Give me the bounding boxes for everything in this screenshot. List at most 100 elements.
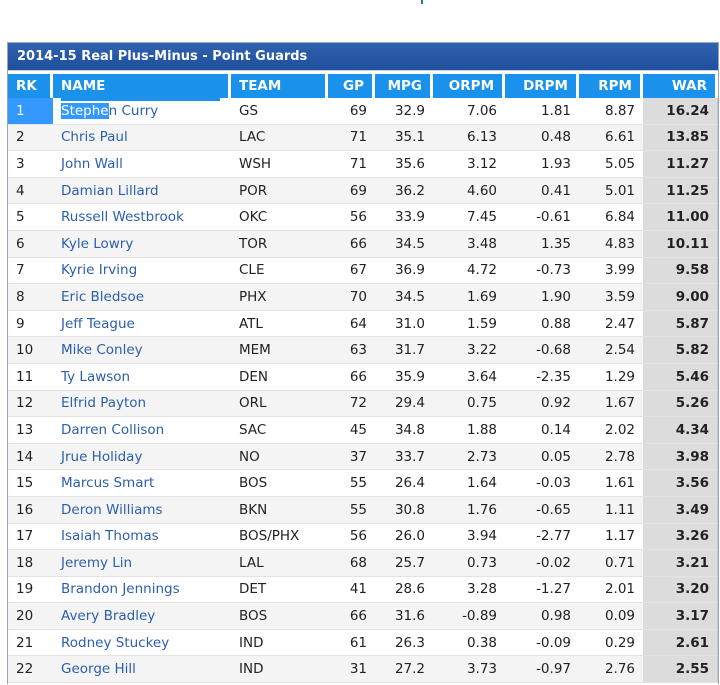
mpg-cell: 35.6 [375,151,433,178]
gp-cell: 64 [328,311,375,338]
player-name-link[interactable]: Rodney Stuckey [53,630,231,657]
table-row: 15 Marcus Smart BOS 55 26.4 1.64 -0.03 1.61 3.56 [8,470,718,497]
gp-cell: 56 [328,204,375,231]
player-name-link[interactable]: Chris Paul [53,124,231,152]
team-cell: POR [231,177,328,205]
gp-cell: 41 [328,577,375,604]
player-name-link[interactable]: Kyle Lowry [53,230,231,258]
orpm-cell: 2.73 [433,443,505,471]
column-header-rpm[interactable]: RPM [579,71,643,98]
war-cell: 5.46 [643,363,718,391]
player-name-link[interactable]: Jrue Holiday [53,443,231,471]
column-header-name[interactable]: NAME [53,71,231,101]
team-cell: DEN [231,364,328,391]
orpm-cell: 3.73 [433,656,505,684]
table-row: 22 George Hill IND 31 27.2 3.73 -0.97 2.76 2.55 [8,656,718,684]
table-row: 6 Kyle Lowry TOR 66 34.5 3.48 1.35 4.83 10.11 [8,230,718,258]
orpm-cell: 3.28 [433,577,505,604]
player-name-link[interactable]: Jeff Teague [53,311,231,338]
table-row: 18 Jeremy Lin LAL 68 25.7 0.73 -0.02 0.71 3.21 [8,550,718,577]
table-row: 21 Rodney Stuckey IND 61 26.3 0.38 -0.09 0.29 2.… [8,629,718,657]
orpm-cell: 1.69 [433,284,505,311]
player-name-link[interactable]: Mike Conley [53,337,231,364]
gp-cell: 66 [328,603,375,630]
player-name-link[interactable]: George Hill [53,656,231,684]
team-cell: NO [231,443,328,471]
player-name-link[interactable]: Avery Bradley [53,603,231,630]
player-name-link[interactable]: Isaiah Thomas [53,524,231,551]
rpm-cell: 5.05 [579,151,643,178]
orpm-cell: 3.22 [433,337,505,364]
mpg-cell: 28.6 [375,577,433,604]
mpg-cell: 31.7 [375,337,433,364]
player-name-link[interactable]: Marcus Smart [53,470,231,497]
column-header-rk[interactable]: RK [8,71,53,98]
player-name-link[interactable]: Jeremy Lin [53,550,231,577]
rpm-cell: 6.84 [579,204,643,231]
team-cell: MEM [231,337,328,364]
drpm-cell: 1.35 [505,230,579,258]
mpg-cell: 32.9 [375,98,433,125]
rank-cell: 4 [8,177,53,205]
orpm-cell: 4.72 [433,258,505,285]
drpm-cell: -0.68 [505,337,579,364]
orpm-cell: -0.89 [433,603,505,630]
war-cell: 3.98 [643,443,718,471]
rpm-cell: 1.61 [579,470,643,497]
war-cell: 3.21 [643,550,718,577]
rank-cell: 13 [8,417,53,444]
drpm-cell: 1.90 [505,284,579,311]
player-name-link[interactable]: Stephen Curry [53,98,231,125]
war-cell: 3.49 [643,496,718,524]
player-name-link[interactable]: Brandon Jennings [53,577,231,604]
player-name-link[interactable]: Darren Collison [53,417,231,444]
column-header-team[interactable]: TEAM [231,71,328,98]
player-name-link[interactable]: Deron Williams [53,496,231,524]
player-name-link[interactable]: John Wall [53,151,231,178]
orpm-cell: 6.13 [433,124,505,152]
player-name-link[interactable]: Elfrid Payton [53,390,231,418]
table-row: 11 Ty Lawson DEN 66 35.9 3.64 -2.35 1.29 5.46 [8,363,718,391]
table-row: 16 Deron Williams BKN 55 30.8 1.76 -0.65 1.11 3.… [8,496,718,524]
rpm-cell: 0.71 [579,550,643,577]
drpm-cell: -0.02 [505,550,579,577]
drpm-cell: 0.98 [505,603,579,630]
column-header-drpm[interactable]: DRPM [505,71,579,98]
drpm-cell: -2.35 [505,364,579,391]
rank-cell: 19 [8,577,53,604]
player-name-link[interactable]: Damian Lillard [53,177,231,205]
table-row: 17 Isaiah Thomas BOS/PHX 56 26.0 3.94 -2.77 1.1… [8,523,718,551]
player-name-link[interactable]: Ty Lawson [53,364,231,391]
mpg-cell: 31.6 [375,603,433,630]
column-header-war[interactable]: WAR [643,71,718,98]
rpm-cell: 6.61 [579,124,643,152]
mpg-cell: 34.5 [375,230,433,258]
table-row: 12 Elfrid Payton ORL 72 29.4 0.75 0.92 1.67 5.26 [8,390,718,418]
rpm-cell: 4.83 [579,230,643,258]
orpm-cell: 7.45 [433,204,505,231]
mpg-cell: 35.1 [375,124,433,152]
team-cell: PHX [231,284,328,311]
table-row: 5 Russell Westbrook OKC 56 33.9 7.45 -0.61 6.84… [8,204,718,231]
orpm-cell: 1.64 [433,470,505,497]
rpm-cell: 1.67 [579,390,643,418]
drpm-cell: 0.92 [505,390,579,418]
team-cell: LAL [231,550,328,577]
rank-cell: 9 [8,311,53,338]
drpm-cell: -0.97 [505,656,579,684]
player-name-link[interactable]: Kyrie Irving [53,258,231,285]
war-cell: 3.17 [643,603,718,630]
mpg-cell: 33.9 [375,204,433,231]
column-header-gp[interactable]: GP [328,71,375,98]
player-name-link[interactable]: Russell Westbrook [53,204,231,231]
drpm-cell: 1.93 [505,151,579,178]
orpm-cell: 1.76 [433,496,505,524]
team-cell: GS [231,98,328,125]
player-name-link[interactable]: Eric Bledsoe [53,284,231,311]
team-cell: IND [231,630,328,657]
rpm-cell: 2.47 [579,311,643,338]
team-cell: LAC [231,124,328,152]
column-header-mpg[interactable]: MPG [375,71,433,98]
gp-cell: 67 [328,258,375,285]
column-header-orpm[interactable]: ORPM [433,71,505,98]
